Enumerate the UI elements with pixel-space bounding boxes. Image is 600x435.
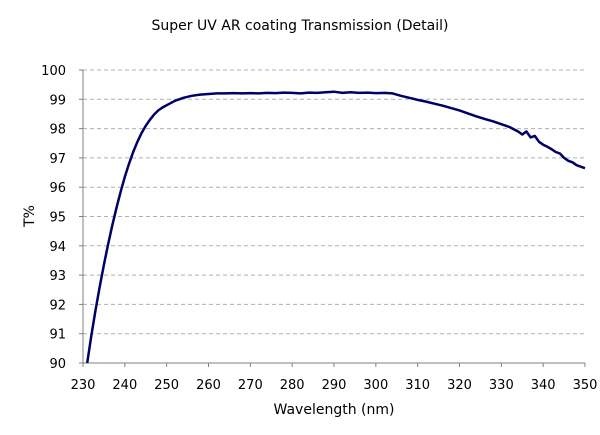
x-tick-label: 230 bbox=[71, 378, 96, 393]
x-tick-label: 280 bbox=[280, 378, 305, 393]
x-tick-label: 300 bbox=[363, 378, 388, 393]
x-tick-label: 310 bbox=[405, 378, 430, 393]
x-tick-label: 290 bbox=[322, 378, 347, 393]
x-tick-label: 320 bbox=[447, 378, 472, 393]
x-tick-label: 340 bbox=[531, 378, 556, 393]
x-tick-label: 250 bbox=[154, 378, 179, 393]
x-tick-label: 260 bbox=[196, 378, 221, 393]
y-tick-label: 95 bbox=[49, 211, 66, 226]
y-tick-label: 99 bbox=[49, 93, 66, 108]
x-tick-label: 270 bbox=[238, 378, 263, 393]
y-axis-title: T% bbox=[22, 205, 38, 228]
x-tick-label: 240 bbox=[112, 378, 137, 393]
x-axis-title: Wavelength (nm) bbox=[274, 402, 395, 418]
y-tick-label: 90 bbox=[49, 357, 66, 372]
y-tick-label: 96 bbox=[49, 181, 66, 196]
y-tick-label: 98 bbox=[49, 123, 66, 138]
axes bbox=[79, 69, 586, 367]
chart-title: Super UV AR coating Transmission (Detail… bbox=[152, 18, 449, 34]
y-tick-label: 100 bbox=[41, 64, 66, 79]
y-tick-label: 94 bbox=[49, 240, 66, 255]
x-tick-label: 350 bbox=[573, 378, 598, 393]
series-line bbox=[85, 90, 586, 364]
y-tick-label: 92 bbox=[49, 298, 66, 313]
y-tick-label: 91 bbox=[49, 328, 66, 343]
x-tick-label: 330 bbox=[489, 378, 514, 393]
y-tick-label: 97 bbox=[49, 152, 66, 167]
y-tick-labels: 90 91 92 93 94 95 96 97 98 99 100 bbox=[41, 64, 66, 372]
y-tick-label: 93 bbox=[49, 269, 66, 284]
x-tick-labels: 230 240 250 260 270 280 290 300 310 320 330 340 350 bbox=[71, 378, 598, 393]
